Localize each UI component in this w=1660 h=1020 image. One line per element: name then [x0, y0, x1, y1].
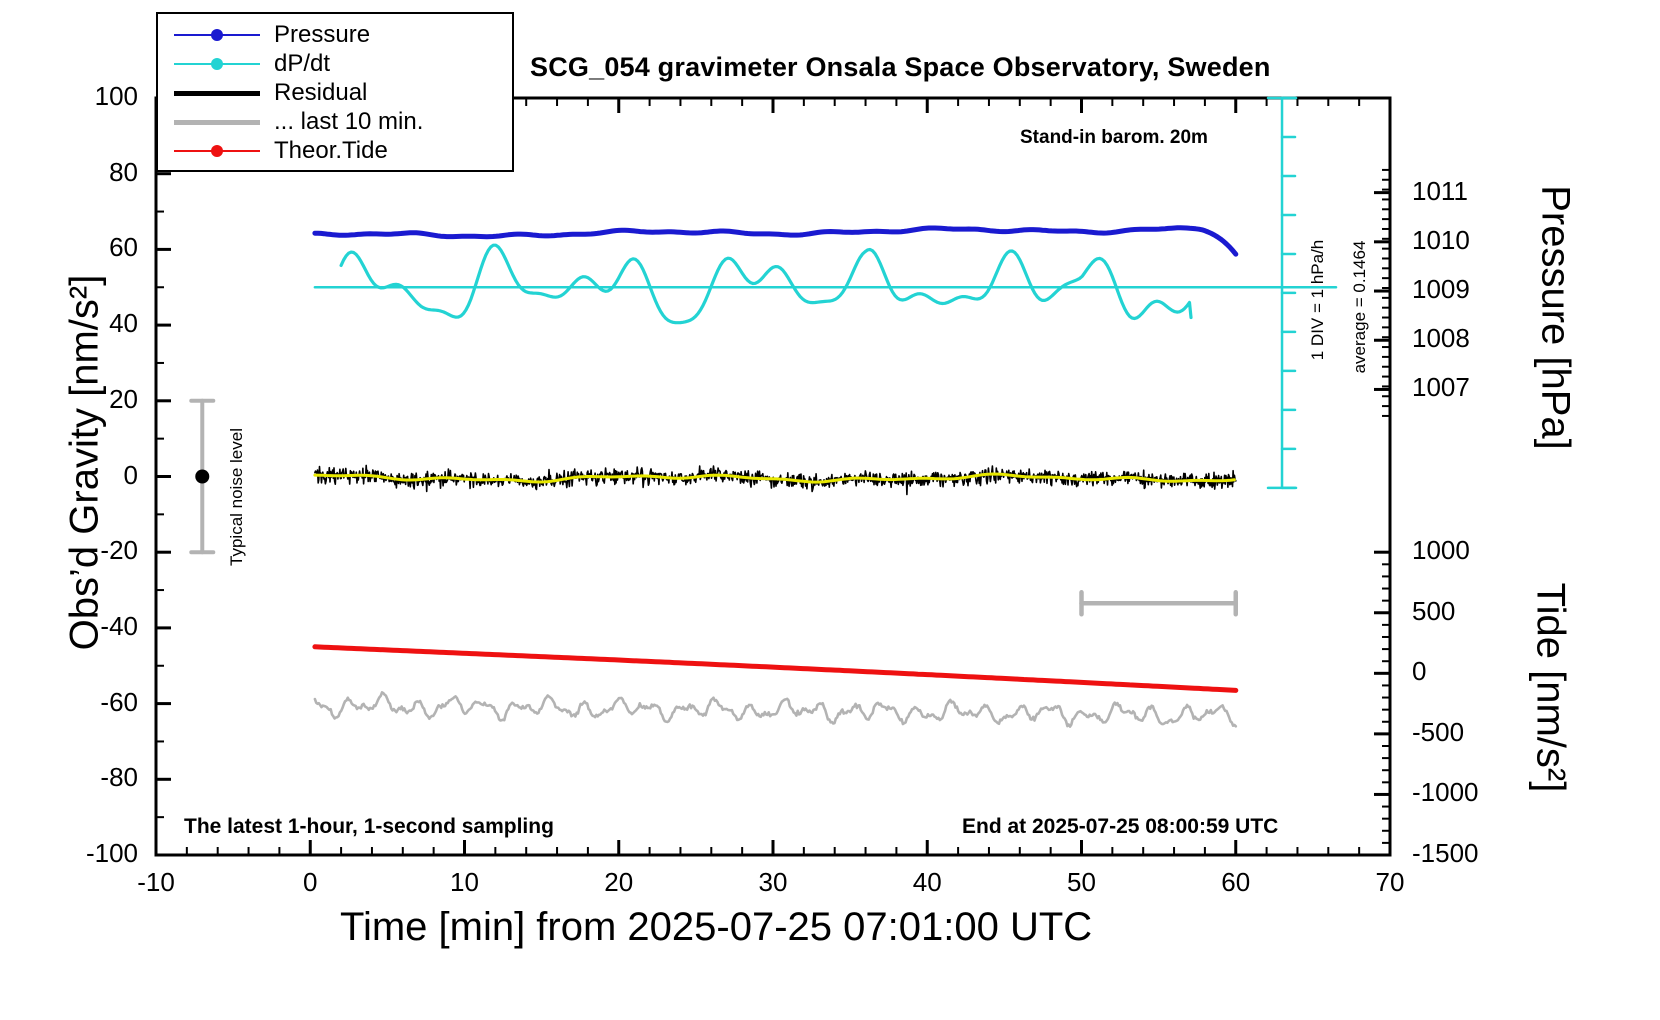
- y-tick-label: 20: [109, 383, 138, 414]
- legend: Pressure dP/dt Residual... last 10 min. The…: [156, 12, 514, 172]
- pressure-tick-label: 1007: [1412, 372, 1470, 403]
- legend-swatch-icon: [174, 141, 260, 161]
- legend-item[interactable]: Residual: [158, 78, 512, 107]
- legend-item-label: Pressure: [274, 20, 371, 48]
- annotation-typical-noise-level: Typical noise level: [227, 428, 246, 566]
- x-tick-label: 70: [1375, 867, 1405, 897]
- tide-tick-label: -1000: [1412, 777, 1479, 808]
- y-axis-label-pressure: Pressure [hPa]: [1533, 185, 1578, 450]
- pressure-series: [312, 225, 1239, 257]
- x-tick-label: 60: [1221, 867, 1251, 897]
- y-tick-label: 60: [109, 232, 138, 263]
- x-tick-label: 10: [450, 867, 479, 897]
- theor-tide-series: [312, 644, 1239, 693]
- y-tick-label: -40: [100, 610, 138, 641]
- tide-tick-label: -500: [1412, 716, 1465, 747]
- x-tick-label: 0: [303, 867, 318, 897]
- x-tick-label: 40: [912, 867, 942, 897]
- annotation-sampling-note: The latest 1-hour, 1-second sampling: [184, 815, 554, 838]
- y-tick-label: 100: [94, 81, 138, 111]
- y-tick-label: -80: [100, 762, 138, 793]
- legend-item[interactable]: dP/dt: [158, 49, 512, 78]
- chart-title: SCG_054 gravimeter Onsala Space Observat…: [530, 52, 1271, 82]
- annotation-stand-in-barometer: Stand-in barom. 20m: [1020, 127, 1208, 148]
- legend-swatch-icon: [174, 112, 260, 132]
- x-tick-label: 30: [758, 867, 788, 897]
- pressure-tick-label: 1010: [1412, 224, 1470, 255]
- tide-tick-label: 500: [1412, 595, 1456, 626]
- residual-smooth-series: [313, 472, 1236, 484]
- legend-swatch-icon: [174, 25, 260, 45]
- last-10-min-series: [313, 691, 1238, 728]
- annotation-div-scale: 1 DIV = 1 hPa/h: [1308, 239, 1327, 361]
- tide-tick-label: -1500: [1412, 838, 1479, 868]
- legend-swatch-icon: [174, 54, 260, 74]
- x-axis-label: Time [min] from 2025-07-25 07:01:00 UTC: [340, 905, 1093, 949]
- legend-swatch-icon: [174, 83, 260, 103]
- dpdt-series: [339, 243, 1193, 325]
- tide-tick-label: 0: [1412, 656, 1427, 687]
- legend-item-label: dP/dt: [274, 49, 331, 77]
- y-axis-label-tide: Tide [nm/s²]: [1528, 582, 1573, 793]
- annotation-dpdt-average: average = 0.1464: [1350, 240, 1369, 374]
- legend-item[interactable]: Theor.Tide: [158, 136, 512, 165]
- y-tick-label: -100: [85, 838, 138, 868]
- tide-tick-label: 1000: [1412, 535, 1470, 566]
- legend-item[interactable]: Pressure: [158, 20, 512, 49]
- legend-item-label: Theor.Tide: [274, 136, 388, 164]
- y-tick-label: 0: [123, 459, 138, 490]
- legend-item-label: ... last 10 min.: [274, 107, 424, 135]
- pressure-tick-label: 1009: [1412, 274, 1470, 305]
- noise-errorbar-point: [195, 469, 210, 484]
- annotation-end-time: End at 2025-07-25 08:00:59 UTC: [962, 815, 1279, 838]
- x-tick-label: 20: [604, 867, 634, 897]
- pressure-tick-label: 1008: [1412, 323, 1470, 354]
- y-tick-label: 80: [109, 156, 138, 187]
- legend-item-label: Residual: [274, 78, 368, 106]
- y-tick-label: -20: [100, 535, 138, 566]
- x-tick-label: -10: [137, 867, 175, 897]
- legend-item[interactable]: ... last 10 min.: [158, 107, 512, 136]
- pressure-tick-label: 1011: [1412, 175, 1468, 206]
- y-tick-label: -60: [100, 686, 138, 717]
- y-tick-label: 40: [109, 308, 138, 339]
- x-tick-label: 50: [1067, 867, 1096, 897]
